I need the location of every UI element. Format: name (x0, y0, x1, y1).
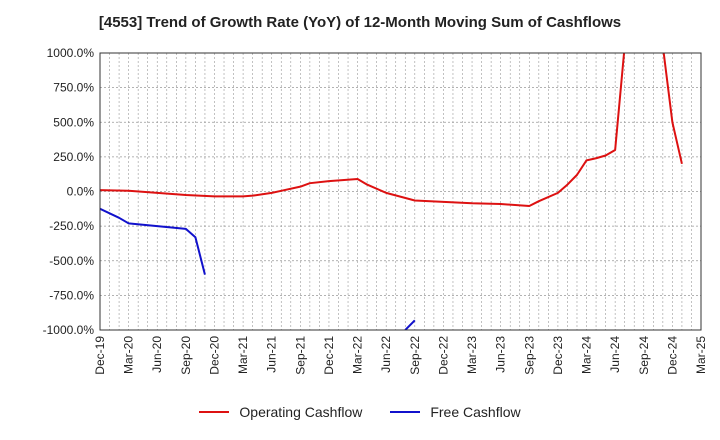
plot-frame (99, 52, 702, 331)
y-tick-label: 750.0% (53, 81, 94, 95)
y-tick-label: -1000.0% (43, 323, 95, 337)
y-tick-label: -750.0% (49, 288, 94, 302)
x-tick-label: Mar-21 (236, 336, 250, 374)
legend: Operating Cashflow Free Cashflow (0, 404, 720, 420)
x-tick-label: Jun-20 (150, 336, 164, 373)
x-tick-label: Jun-23 (494, 336, 508, 373)
x-tick-label: Mar-24 (580, 336, 594, 374)
x-tick-label: Sep-23 (522, 336, 536, 375)
y-tick-label: -500.0% (49, 254, 94, 268)
x-tick-label: Jun-22 (379, 336, 393, 373)
x-axis-ticks: Dec-19 Mar-20 Jun-20 Sep-20 Dec-20 Mar-21 Jun-… (93, 336, 708, 375)
operating-cashflow-line (100, 53, 683, 208)
legend-item-operating: Operating Cashflow (199, 404, 362, 420)
y-tick-label: 500.0% (53, 115, 94, 129)
y-axis-ticks: 1000.0% 750.0% 500.0% 250.0% 0.0% -250.0% -500… (43, 46, 95, 337)
x-tick-label: Mar-23 (465, 336, 479, 374)
x-tick-label: Dec-19 (93, 336, 107, 375)
x-tick-label: Mar-20 (122, 336, 136, 374)
chart-title: [4553] Trend of Growth Rate (YoY) of 12-… (98, 14, 622, 31)
x-tick-label: Dec-21 (322, 336, 336, 375)
legend-swatch-free (390, 411, 421, 413)
x-tick-label: Jun-21 (265, 336, 279, 373)
x-tick-label: Jun-24 (608, 336, 622, 373)
x-tick-label: Sep-22 (408, 336, 422, 375)
y-tick-label: 1000.0% (47, 46, 95, 60)
x-tick-label: Sep-21 (293, 336, 307, 375)
y-tick-label: 0.0% (67, 185, 95, 199)
legend-swatch-operating (199, 411, 230, 413)
series-lines (100, 53, 683, 330)
y-tick-label: -250.0% (49, 219, 94, 233)
x-tick-label: Dec-23 (551, 336, 565, 375)
legend-label-operating: Operating Cashflow (239, 404, 363, 420)
legend-label-free: Free Cashflow (430, 404, 521, 420)
x-tick-label: Dec-22 (436, 336, 450, 375)
x-tick-label: Mar-25 (694, 336, 708, 374)
x-tick-label: Dec-20 (207, 336, 221, 375)
free-cashflow-line (100, 207, 206, 275)
x-tick-label: Sep-20 (179, 336, 193, 375)
x-tick-label: Sep-24 (637, 336, 651, 375)
x-tick-label: Dec-24 (665, 336, 679, 375)
legend-item-free: Free Cashflow (390, 404, 521, 420)
y-tick-label: 250.0% (53, 150, 94, 164)
x-tick-label: Mar-22 (351, 336, 365, 374)
free-cashflow-line (404, 319, 416, 330)
